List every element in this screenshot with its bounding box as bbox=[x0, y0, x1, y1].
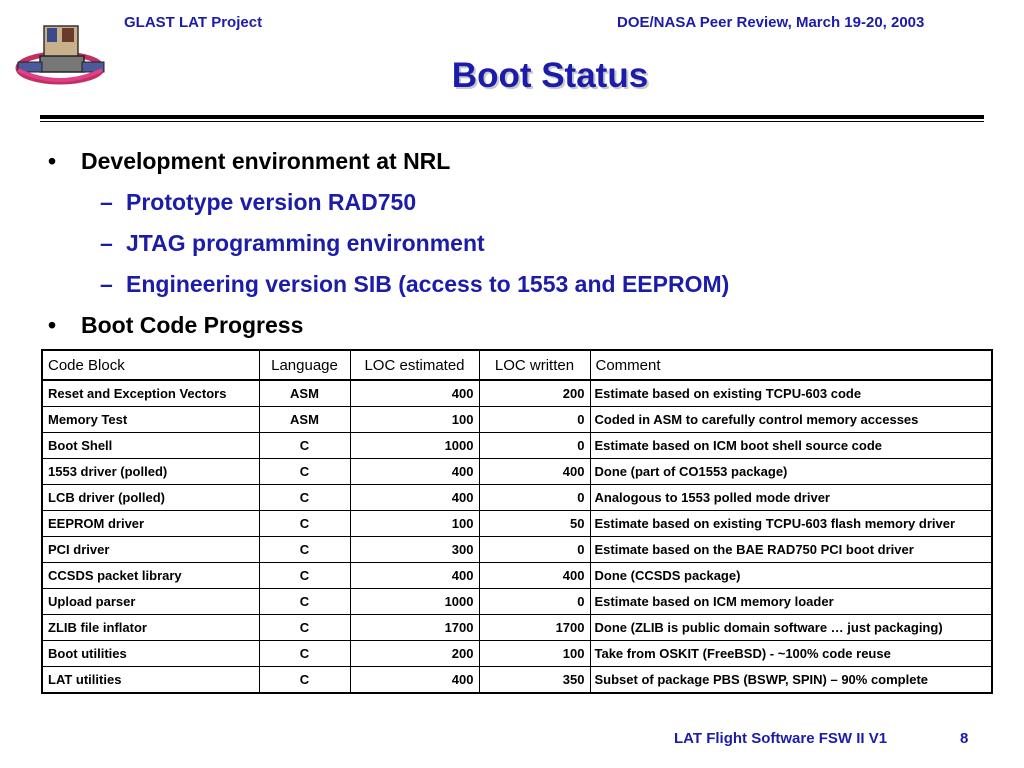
language-cell: C bbox=[258, 536, 351, 563]
loc-estimated-cell: 400 bbox=[349, 379, 480, 407]
code-block-cell: Boot Shell bbox=[41, 432, 260, 459]
loc-estimated-cell: 400 bbox=[349, 458, 480, 485]
comment-cell: Done (CCSDS package) bbox=[589, 562, 993, 589]
comment-cell: Analogous to 1553 polled mode driver bbox=[589, 484, 993, 511]
comment-cell: Estimate based on ICM boot shell source … bbox=[589, 432, 993, 459]
loc-written-cell: 0 bbox=[478, 484, 591, 511]
header-project: GLAST LAT Project bbox=[124, 14, 263, 31]
language-cell: C bbox=[258, 562, 351, 589]
loc-written-cell: 0 bbox=[478, 432, 591, 459]
code-block-cell: Boot utilities bbox=[41, 640, 260, 667]
language-cell: C bbox=[258, 614, 351, 641]
sub-bullet-text: JTAG programming environment bbox=[126, 230, 485, 256]
loc-written-cell: 200 bbox=[478, 379, 591, 407]
language-cell: C bbox=[258, 484, 351, 511]
code-block-cell: CCSDS packet library bbox=[41, 562, 260, 589]
language-cell: C bbox=[258, 432, 351, 459]
slide-title: Boot Status bbox=[451, 56, 649, 95]
code-block-cell: LCB driver (polled) bbox=[41, 484, 260, 511]
column-header: Language bbox=[258, 349, 351, 381]
language-cell: C bbox=[258, 588, 351, 615]
loc-written-cell: 0 bbox=[478, 536, 591, 563]
table-row: EEPROM driver C 100 50 Estimate based on exi… bbox=[41, 510, 993, 537]
loc-written-cell: 0 bbox=[478, 588, 591, 615]
loc-estimated-cell: 400 bbox=[349, 484, 480, 511]
table-row: Memory Test ASM 100 0 Coded in ASM to carefu… bbox=[41, 406, 993, 433]
loc-estimated-cell: 1000 bbox=[349, 432, 480, 459]
column-header: Code Block bbox=[41, 349, 260, 381]
loc-written-cell: 1700 bbox=[478, 614, 591, 641]
comment-cell: Take from OSKIT (FreeBSD) - ~100% code r… bbox=[589, 640, 993, 667]
bullet-icon: • bbox=[48, 148, 57, 174]
language-cell: C bbox=[258, 640, 351, 667]
language-cell: C bbox=[258, 666, 351, 694]
table-row: PCI driver C 300 0 Estimate based on the BAE… bbox=[41, 536, 993, 563]
title-rule-thin bbox=[40, 121, 984, 122]
page-number: 8 bbox=[960, 730, 969, 747]
footer-title: LAT Flight Software FSW II V1 bbox=[674, 730, 888, 747]
loc-estimated-cell: 1700 bbox=[349, 614, 480, 641]
loc-written-cell: 350 bbox=[478, 666, 591, 694]
table-row: LAT utilities C 400 350 Subset of package PB… bbox=[41, 666, 993, 694]
table-row: Boot Shell C 1000 0 Estimate based on ICM bo… bbox=[41, 432, 993, 459]
loc-written-cell: 400 bbox=[478, 458, 591, 485]
code-block-cell: EEPROM driver bbox=[41, 510, 260, 537]
loc-estimated-cell: 200 bbox=[349, 640, 480, 667]
table-body: Reset and Exception Vectors ASM 400 200 Esti… bbox=[41, 379, 993, 694]
loc-estimated-cell: 1000 bbox=[349, 588, 480, 615]
comment-cell: Subset of package PBS (BSWP, SPIN) – 90%… bbox=[589, 666, 993, 694]
code-block-cell: Upload parser bbox=[41, 588, 260, 615]
comment-cell: Done (ZLIB is public domain software … j… bbox=[589, 614, 993, 641]
loc-estimated-cell: 100 bbox=[349, 406, 480, 433]
loc-estimated-cell: 400 bbox=[349, 666, 480, 694]
language-cell: C bbox=[258, 510, 351, 537]
table-row: LCB driver (polled) C 400 0 Analogous to 155… bbox=[41, 484, 993, 511]
loc-estimated-cell: 100 bbox=[349, 510, 480, 537]
dash-icon: – bbox=[100, 189, 113, 215]
bullet-icon: • bbox=[48, 312, 57, 338]
table-row: CCSDS packet library C 400 400 Done (CCSDS p… bbox=[41, 562, 993, 589]
language-cell: ASM bbox=[258, 406, 351, 433]
glast-satellite-logo bbox=[15, 25, 105, 85]
comment-cell: Done (part of CO1553 package) bbox=[589, 458, 993, 485]
comment-cell: Estimate based on existing TCPU-603 flas… bbox=[589, 510, 993, 537]
sub-bullet-text: Engineering version SIB (access to 1553 … bbox=[126, 271, 730, 297]
code-block-cell: LAT utilities bbox=[41, 666, 260, 694]
loc-written-cell: 100 bbox=[478, 640, 591, 667]
table-row: Upload parser C 1000 0 Estimate based on ICM… bbox=[41, 588, 993, 615]
code-block-cell: Reset and Exception Vectors bbox=[41, 379, 260, 407]
code-block-cell: Memory Test bbox=[41, 406, 260, 433]
code-block-cell: ZLIB file inflator bbox=[41, 614, 260, 641]
table-row: 1553 driver (polled) C 400 400 Done (part of… bbox=[41, 458, 993, 485]
table-row: Reset and Exception Vectors ASM 400 200 Esti… bbox=[41, 379, 993, 407]
language-cell: ASM bbox=[258, 379, 351, 407]
bullet-text: Development environment at NRL bbox=[81, 148, 451, 174]
loc-written-cell: 50 bbox=[478, 510, 591, 537]
comment-cell: Estimate based on ICM memory loader bbox=[589, 588, 993, 615]
code-block-cell: 1553 driver (polled) bbox=[41, 458, 260, 485]
code-block-cell: PCI driver bbox=[41, 536, 260, 563]
loc-written-cell: 400 bbox=[478, 562, 591, 589]
dash-icon: – bbox=[100, 271, 113, 297]
boot-code-table: Code Block Language LOC estimated LOC wr… bbox=[41, 349, 993, 694]
header-review: DOE/NASA Peer Review, March 19-20, 2003 bbox=[617, 14, 925, 31]
title-rule-thick bbox=[40, 115, 984, 119]
table-row: Boot utilities C 200 100 Take from OSKIT (Fr… bbox=[41, 640, 993, 667]
column-header: Comment bbox=[589, 349, 993, 381]
comment-cell: Estimate based on existing TCPU-603 code bbox=[589, 379, 993, 407]
table-header-row: Code Block Language LOC estimated LOC wr… bbox=[41, 349, 993, 381]
bullet-text: Boot Code Progress bbox=[81, 312, 304, 338]
loc-estimated-cell: 400 bbox=[349, 562, 480, 589]
column-header: LOC written bbox=[478, 349, 591, 381]
column-header: LOC estimated bbox=[349, 349, 480, 381]
table-row: ZLIB file inflator C 1700 1700 Done (ZLIB is… bbox=[41, 614, 993, 641]
loc-estimated-cell: 300 bbox=[349, 536, 480, 563]
language-cell: C bbox=[258, 458, 351, 485]
loc-written-cell: 0 bbox=[478, 406, 591, 433]
comment-cell: Estimate based on the BAE RAD750 PCI boo… bbox=[589, 536, 993, 563]
comment-cell: Coded in ASM to carefully control memory… bbox=[589, 406, 993, 433]
sub-bullet-text: Prototype version RAD750 bbox=[126, 189, 417, 215]
dash-icon: – bbox=[100, 230, 113, 256]
